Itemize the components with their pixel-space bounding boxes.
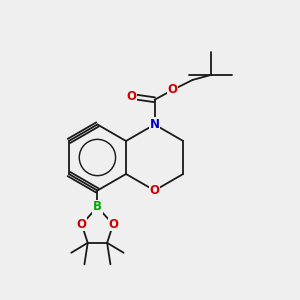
Text: O: O [150, 184, 160, 197]
Text: B: B [93, 200, 102, 214]
Text: N: N [150, 118, 160, 131]
Text: O: O [168, 83, 178, 96]
Text: O: O [77, 218, 87, 231]
Text: O: O [127, 90, 136, 103]
Text: O: O [108, 218, 118, 231]
